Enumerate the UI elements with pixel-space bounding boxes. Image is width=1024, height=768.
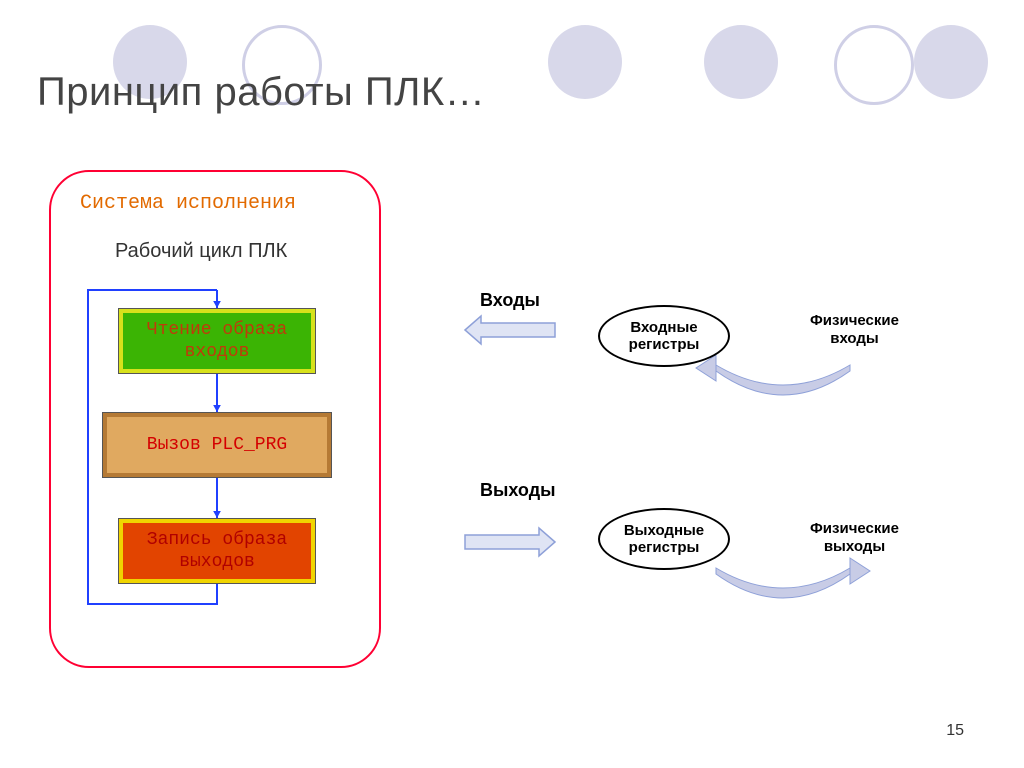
page-number: 15 [946, 722, 964, 740]
input-registers-text: Входныерегистры [629, 319, 700, 354]
slide: Принцип работы ПЛК… Система исполнения Р… [0, 0, 1024, 768]
physical-inputs-label: Физическиевходы [810, 312, 899, 348]
input-registers-oval: Входныерегистры [598, 305, 730, 367]
output-registers-oval: Выходныерегистры [598, 508, 730, 570]
physical-inputs-text: Физическиевходы [810, 312, 899, 347]
physical-outputs-text: Физическиевыходы [810, 520, 899, 555]
physical-outputs-label: Физическиевыходы [810, 520, 899, 556]
output-registers-text: Выходныерегистры [624, 522, 704, 557]
right-arrows [0, 0, 1024, 768]
